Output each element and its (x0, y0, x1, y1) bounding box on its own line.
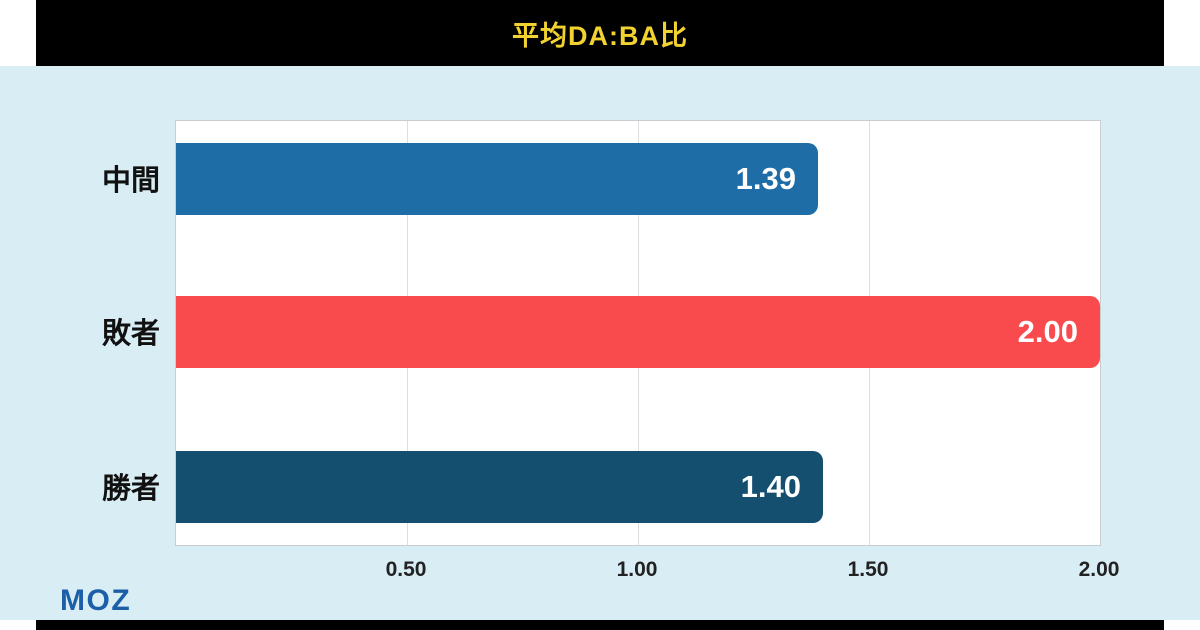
bar-中間: 1.39 (176, 143, 818, 215)
chart-canvas: 1.39 2.00 1.40 中間敗者勝者 0.50 1.00 1.50 2.00 MOZ (0, 66, 1200, 620)
x-tick-label: 1.50 (847, 558, 889, 581)
bar-value-label: 2.00 (1017, 314, 1078, 349)
category-label: 中間 (101, 165, 160, 197)
category-label: 勝者 (101, 473, 160, 505)
category-label: 敗者 (101, 318, 160, 350)
x-tick-label: 2.00 (1078, 558, 1120, 581)
x-tick-label: 1.00 (616, 558, 658, 581)
bar-敗者: 2.00 (176, 296, 1100, 368)
x-tick-label: 0.50 (385, 558, 427, 581)
header-bar: 平均DA:BA比 (36, 0, 1164, 66)
moz-logo: MOZ (60, 584, 132, 617)
plot-area: 1.39 2.00 1.40 (175, 120, 1101, 546)
bar-value-label: 1.40 (740, 469, 801, 504)
bar-value-label: 1.39 (735, 161, 796, 196)
footer-bar (36, 620, 1164, 630)
chart-title: 平均DA:BA比 (512, 20, 688, 51)
bar-勝者: 1.40 (176, 451, 823, 523)
